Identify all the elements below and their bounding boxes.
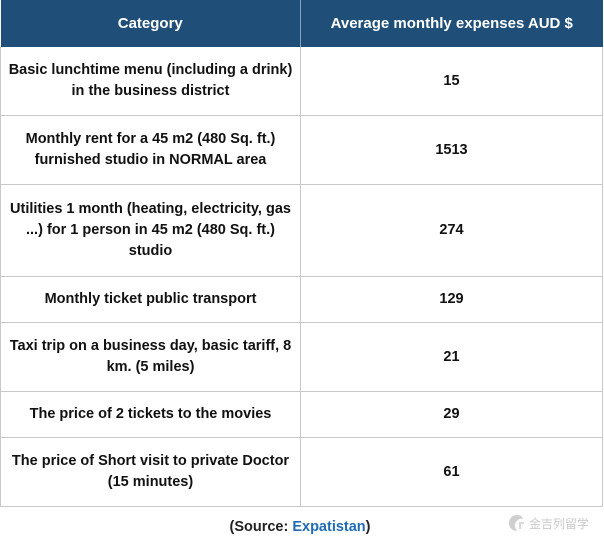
expenses-table: Category Average monthly expenses AUD $ … [0, 0, 603, 507]
table-row: Monthly rent for a 45 m2 (480 Sq. ft.) f… [0, 115, 603, 185]
row-value: 274 [300, 184, 603, 277]
source-link[interactable]: Expatistan [292, 519, 366, 535]
header-average-expenses: Average monthly expenses AUD $ [300, 0, 603, 47]
source-prefix: (Source: [229, 519, 293, 535]
watermark: 金吉列留学 [507, 510, 602, 536]
header-category: Category [0, 0, 301, 47]
table-row: Monthly ticket public transport 129 [0, 276, 603, 323]
table-row: Basic lunchtime menu (including a drink)… [0, 47, 603, 116]
table-row: The price of Short visit to private Doct… [0, 437, 603, 507]
watermark-text: 金吉列留学 [529, 516, 590, 531]
row-value: 21 [300, 322, 603, 392]
table-row: The price of 2 tickets to the movies 29 [0, 391, 603, 438]
source-suffix: ) [365, 519, 371, 535]
row-category: The price of 2 tickets to the movies [0, 391, 301, 438]
logo-icon [509, 515, 524, 531]
row-value: 1513 [300, 115, 603, 185]
row-category: Basic lunchtime menu (including a drink)… [0, 47, 301, 116]
row-category: Taxi trip on a business day, basic tarif… [0, 322, 301, 392]
row-value: 61 [300, 437, 603, 507]
source-caption: (Source: Expatistan) [0, 519, 600, 535]
row-category: Monthly ticket public transport [0, 276, 301, 323]
row-category: The price of Short visit to private Doct… [0, 437, 301, 507]
row-category: Utilities 1 month (heating, electricity,… [0, 184, 301, 277]
table-row: Utilities 1 month (heating, electricity,… [0, 184, 603, 277]
row-value: 129 [300, 276, 603, 323]
table-row: Taxi trip on a business day, basic tarif… [0, 322, 603, 392]
row-value: 15 [300, 47, 603, 116]
row-category: Monthly rent for a 45 m2 (480 Sq. ft.) f… [0, 115, 301, 185]
row-value: 29 [300, 391, 603, 438]
table-header-row: Category Average monthly expenses AUD $ [0, 0, 603, 47]
